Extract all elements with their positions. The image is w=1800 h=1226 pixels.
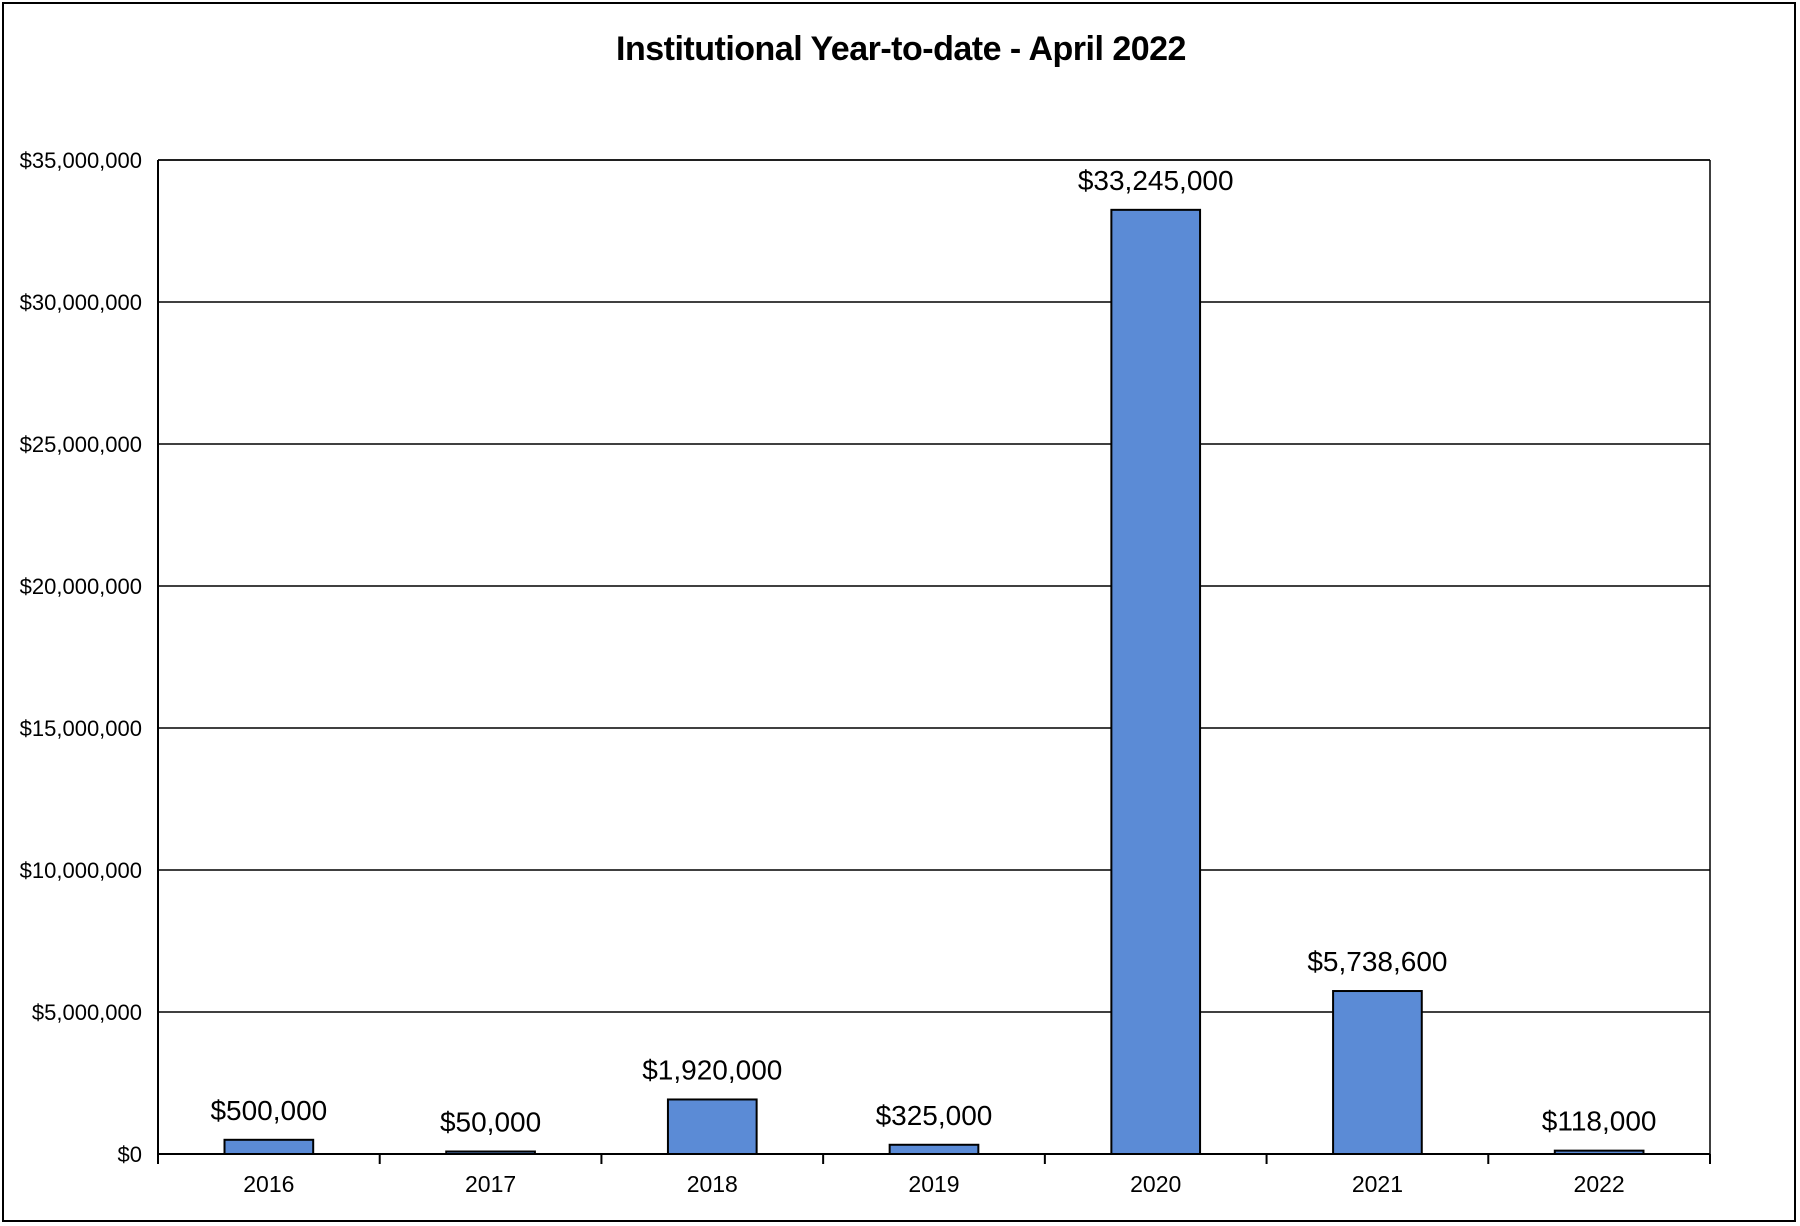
y-tick-label: $0 <box>118 1142 142 1167</box>
x-tick-label: 2021 <box>1352 1171 1403 1197</box>
y-tick-label: $30,000,000 <box>20 290 142 315</box>
data-label: $33,245,000 <box>1078 165 1234 196</box>
x-tick-label: 2020 <box>1130 1171 1181 1197</box>
bar <box>1110 208 1202 1156</box>
data-label: $5,738,600 <box>1307 946 1447 977</box>
y-tick-label: $5,000,000 <box>32 1000 142 1025</box>
y-tick-label: $35,000,000 <box>20 148 142 173</box>
bar <box>1332 990 1423 1155</box>
x-tick-label: 2022 <box>1574 1171 1625 1197</box>
data-label: $50,000 <box>440 1107 541 1138</box>
x-tick-label: 2017 <box>465 1171 516 1197</box>
bar <box>666 1098 758 1156</box>
y-tick-label: $15,000,000 <box>20 716 142 741</box>
x-tick-label: 2019 <box>908 1171 959 1197</box>
x-tick-label: 2016 <box>243 1171 294 1197</box>
x-tick-label: 2018 <box>687 1171 738 1197</box>
data-label: $1,920,000 <box>642 1054 782 1085</box>
data-label: $500,000 <box>210 1095 327 1126</box>
y-tick-label: $20,000,000 <box>20 574 142 599</box>
bar <box>223 1138 315 1156</box>
y-tick-label: $10,000,000 <box>20 858 142 883</box>
y-tick-label: $25,000,000 <box>20 432 142 457</box>
chart-title: Institutional Year-to-date - April 2022 <box>616 30 1186 68</box>
bar <box>888 1143 980 1156</box>
data-label: $118,000 <box>1542 1106 1657 1137</box>
data-label: $325,000 <box>876 1100 993 1131</box>
